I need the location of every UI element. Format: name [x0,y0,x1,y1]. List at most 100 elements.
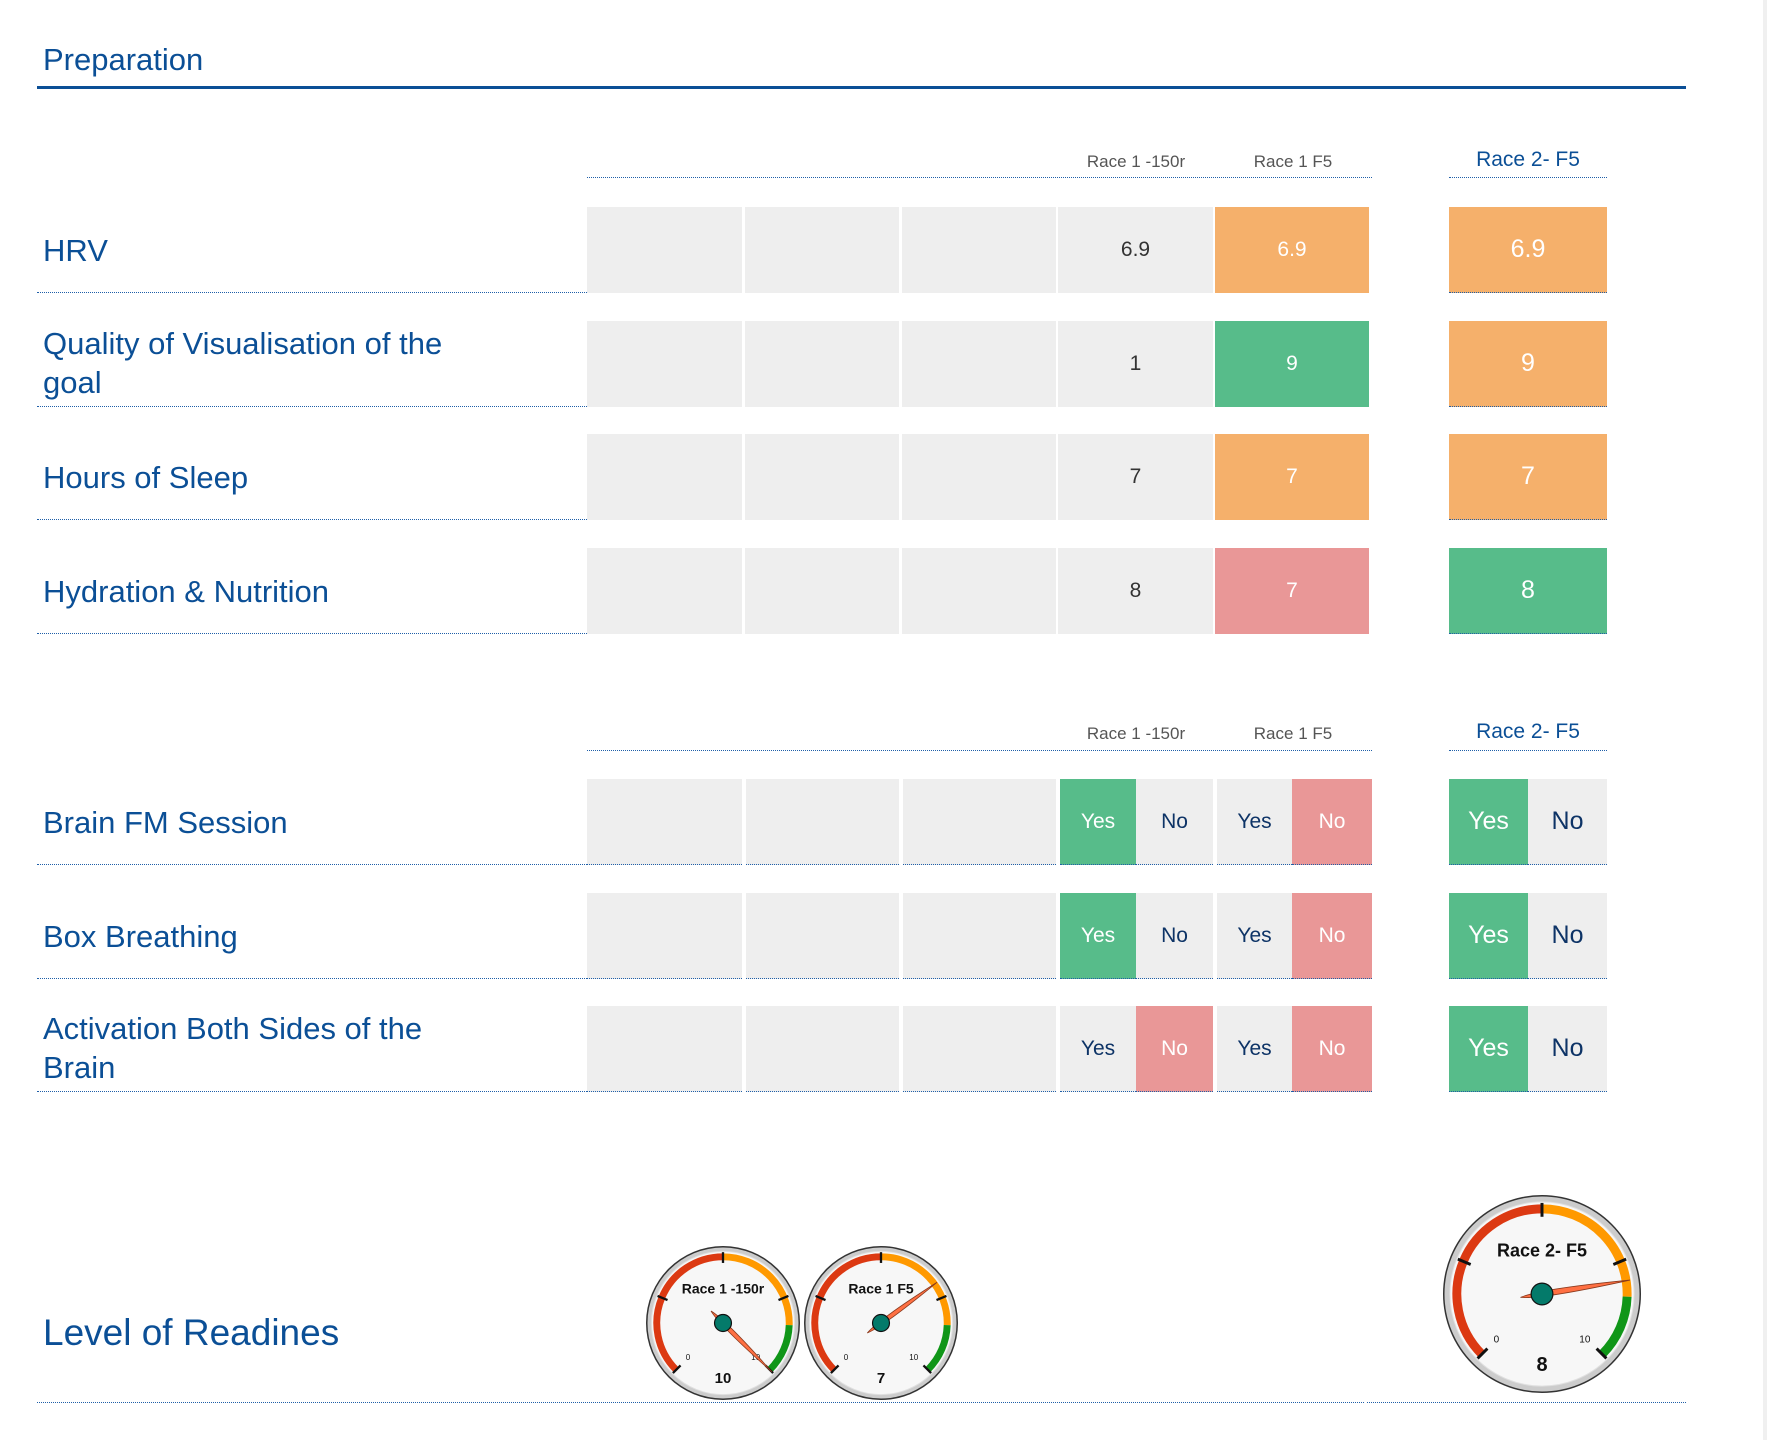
empty-cell [745,434,899,520]
empty-cell [903,779,1056,865]
value-cell-race1-f5[interactable]: 7 [1215,548,1369,634]
empty-cell [587,207,742,293]
readiness-label: Level of Readines [43,1312,340,1353]
value-cell-race1-150r[interactable]: 8 [1058,548,1213,634]
race1-f5-no-option[interactable]: No [1292,893,1372,979]
scrollbar-track[interactable] [1763,0,1767,1440]
value-cell-race2-f5[interactable]: 9 [1449,321,1607,407]
gauge-tick [815,1294,826,1302]
race1-150r-yes-option[interactable]: Yes [1060,893,1136,979]
race2-f5-no-option[interactable]: No [1528,1006,1607,1092]
empty-cell [587,1006,742,1092]
empty-cell [587,779,742,865]
row-label: Hours of Sleep [43,460,249,495]
row-divider [37,406,587,407]
row-label: HRV [43,233,108,268]
gauge-band [925,1324,951,1373]
race2-f5-yes-option[interactable]: Yes [1449,779,1528,865]
race1-f5-yes-option[interactable]: Yes [1217,893,1292,979]
gauge-band [1541,1204,1632,1297]
gauge-needle-hub [713,1313,733,1333]
race1-150r-no-option[interactable]: No [1136,779,1213,865]
value-cell-race2-f5[interactable]: 6.9 [1449,207,1607,293]
value-cell-race2-f5[interactable]: 8 [1449,548,1607,634]
empty-cell [587,321,742,407]
race1-f5-no-option[interactable]: No [1292,779,1372,865]
value-cell-race1-150r[interactable]: 1 [1058,321,1213,407]
value-cell-race1-f5[interactable]: 7 [1215,434,1369,520]
empty-cell [587,434,742,520]
empty-cell [903,893,1056,979]
race2-f5-no-option[interactable]: No [1528,779,1607,865]
empty-cell [587,548,742,634]
page-title: Preparation [43,42,204,77]
empty-cell [587,893,742,979]
header-divider-race2 [1449,177,1607,178]
gauge-max-label: 10 [1579,1334,1591,1345]
readiness-divider [37,1402,1364,1403]
header-divider [587,750,1372,751]
gauge-band [1598,1296,1632,1358]
header-divider-race2 [1449,750,1607,751]
gauge-tick [657,1294,668,1302]
gauge-title: Race 1 -150r [682,1281,765,1297]
gauge-needle-hub [1530,1282,1554,1306]
row-label: Box Breathing [43,919,238,954]
gauge-min-label: 0 [844,1353,849,1362]
empty-cell [745,207,899,293]
race1-150r-yes-option[interactable]: Yes [1060,1006,1136,1092]
empty-cell [745,321,899,407]
row-label: Hydration & Nutrition [43,574,330,609]
empty-cell [903,1006,1056,1092]
column-header-race1-150r: Race 1 -150r [1086,152,1186,171]
gauge-band [767,1324,793,1373]
gauge-band [722,1253,793,1326]
value-cell-race1-f5[interactable]: 9 [1215,321,1369,407]
empty-cell [902,548,1056,634]
row-divider [37,1091,587,1092]
race2-f5-yes-option[interactable]: Yes [1449,893,1528,979]
gauge-tick [1476,1347,1489,1360]
header-divider [587,177,1372,178]
gauge-tick [778,1294,789,1302]
row-label: Activation Both Sides of the Brain [43,1011,423,1085]
gauge-band [880,1253,951,1326]
race1-f5-no-option[interactable]: No [1292,1006,1372,1092]
row-label: Quality of Visualisation of the goal [43,326,443,400]
value-cell-race1-150r[interactable]: 6.9 [1058,207,1213,293]
gauge-title: Race 2- F5 [1497,1240,1587,1260]
value-cell-race1-f5[interactable]: 6.9 [1215,207,1369,293]
gauge-tick [922,1364,932,1374]
gauge-value: 7 [877,1370,885,1387]
column-header-race1-f5: Race 1 F5 [1253,724,1333,743]
race1-150r-yes-option[interactable]: Yes [1060,779,1136,865]
gauge-min-label: 0 [1494,1334,1500,1345]
row-divider [37,633,587,634]
value-cell-race1-150r[interactable]: 7 [1058,434,1213,520]
race1-f5-yes-option[interactable]: Yes [1217,1006,1292,1092]
row-divider [37,292,587,293]
empty-cell [746,779,899,865]
column-header-race2-f5: Race 2- F5 [1476,148,1580,171]
race2-f5-yes-option[interactable]: Yes [1449,1006,1528,1092]
gauge-title: Race 1 F5 [848,1281,914,1297]
value-cell-race2-f5[interactable]: 7 [1449,434,1607,520]
column-header-race2-f5: Race 2- F5 [1476,720,1580,743]
readiness-gauge: 0 10 Race 1 F5 7 [804,1246,958,1400]
gauge-tick [830,1364,840,1374]
column-header-race1-f5: Race 1 F5 [1253,152,1333,171]
gauge-min-label: 0 [686,1353,691,1362]
race1-150r-no-option[interactable]: No [1136,893,1213,979]
gauge-tick [936,1294,947,1302]
gauge-needle-hub [871,1313,891,1333]
race1-150r-no-option[interactable]: No [1136,1006,1213,1092]
race2-f5-no-option[interactable]: No [1528,893,1607,979]
gauge-value: 10 [715,1370,732,1387]
empty-cell [902,434,1056,520]
gauge-tick [1457,1257,1472,1266]
gauge-value: 8 [1536,1354,1547,1376]
title-divider [37,86,1686,89]
race1-f5-yes-option[interactable]: Yes [1217,779,1292,865]
empty-cell [746,893,899,979]
